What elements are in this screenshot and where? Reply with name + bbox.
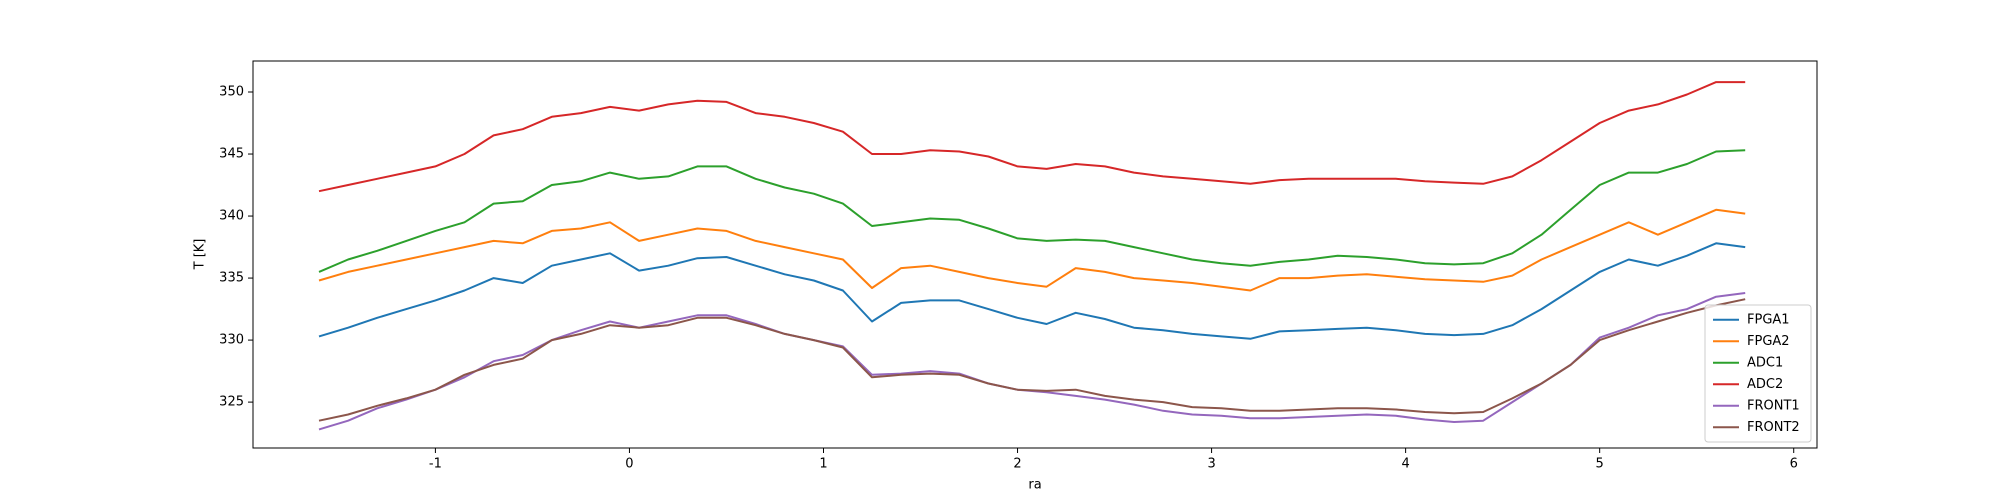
y-tick-label: 345 (219, 147, 244, 162)
x-tick-label: 0 (625, 457, 633, 472)
y-tick-label: 340 (219, 209, 244, 224)
x-tick-label: 2 (1013, 457, 1021, 472)
x-tick-label: 1 (819, 457, 827, 472)
y-tick-label: 330 (219, 333, 244, 348)
legend-label: FRONT1 (1747, 398, 1800, 413)
series-line (318, 242, 1746, 340)
x-tick-label: 3 (1207, 457, 1215, 472)
series-line (318, 298, 1746, 422)
y-tick-label: 325 (219, 395, 244, 410)
axes-frame (252, 60, 1818, 449)
y-tick-label: 350 (219, 85, 244, 100)
y-tick-label: 335 (219, 271, 244, 286)
series-line (318, 208, 1746, 292)
x-axis-label: ra (1028, 478, 1041, 493)
legend-label: ADC1 (1747, 355, 1783, 370)
x-tick-label: 5 (1596, 457, 1604, 472)
series-line (318, 81, 1746, 193)
x-tick-label: 4 (1401, 457, 1409, 472)
series-line (318, 149, 1746, 273)
legend-label: ADC2 (1747, 377, 1783, 392)
x-tick-label: 6 (1790, 457, 1798, 472)
legend-label: FPGA1 (1747, 312, 1790, 327)
legend-label: FPGA2 (1747, 334, 1790, 349)
legend-box (1704, 304, 1812, 443)
y-axis-label: T [K] (193, 239, 208, 271)
x-tick-label: -1 (429, 457, 442, 472)
legend-label: FRONT2 (1747, 420, 1800, 435)
